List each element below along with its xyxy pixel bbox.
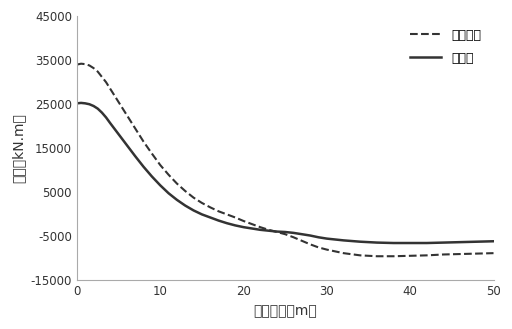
传统方法 — [257, 225, 263, 229]
新方法 — [199, 213, 205, 216]
传统方法 — [99, 75, 105, 79]
传统方法 — [149, 152, 155, 156]
新方法 — [424, 241, 430, 245]
新方法 — [474, 240, 480, 244]
新方法 — [241, 225, 247, 229]
新方法 — [103, 115, 109, 119]
传统方法 — [182, 189, 188, 193]
传统方法 — [78, 62, 84, 66]
传统方法 — [165, 173, 172, 177]
传统方法 — [307, 242, 313, 246]
新方法 — [182, 204, 188, 208]
传统方法 — [357, 253, 364, 257]
新方法 — [391, 241, 397, 245]
新方法 — [282, 230, 288, 234]
传统方法 — [315, 245, 322, 249]
新方法 — [116, 132, 122, 136]
新方法 — [357, 240, 364, 244]
传统方法 — [199, 201, 205, 205]
传统方法 — [116, 100, 122, 104]
传统方法 — [282, 232, 288, 236]
新方法 — [207, 215, 214, 219]
新方法 — [95, 107, 101, 111]
传统方法 — [249, 222, 255, 226]
新方法 — [265, 229, 271, 233]
传统方法 — [457, 252, 463, 256]
新方法 — [274, 230, 280, 234]
传统方法 — [190, 196, 197, 200]
传统方法 — [265, 228, 271, 232]
传统方法 — [174, 182, 180, 186]
传统方法 — [74, 63, 80, 66]
新方法 — [407, 241, 413, 245]
新方法 — [82, 101, 88, 105]
新方法 — [232, 223, 238, 227]
传统方法 — [107, 87, 113, 91]
新方法 — [307, 234, 313, 238]
新方法 — [224, 221, 230, 225]
新方法 — [374, 240, 380, 244]
Legend: 传统方法, 新方法: 传统方法, 新方法 — [403, 22, 487, 71]
传统方法 — [140, 140, 146, 144]
X-axis label: 纵向距离（m）: 纵向距离（m） — [253, 304, 317, 318]
新方法 — [74, 101, 80, 105]
传统方法 — [82, 62, 88, 66]
新方法 — [249, 226, 255, 230]
传统方法 — [407, 254, 413, 258]
新方法 — [315, 235, 322, 239]
新方法 — [290, 231, 296, 235]
传统方法 — [216, 209, 222, 213]
传统方法 — [87, 63, 93, 67]
新方法 — [87, 102, 93, 106]
传统方法 — [207, 205, 214, 209]
新方法 — [149, 174, 155, 178]
新方法 — [190, 209, 197, 213]
传统方法 — [474, 252, 480, 256]
传统方法 — [391, 254, 397, 258]
新方法 — [490, 239, 497, 243]
新方法 — [340, 239, 347, 242]
传统方法 — [340, 251, 347, 255]
Y-axis label: 弯矩（kN.m）: 弯矩（kN.m） — [11, 114, 25, 183]
Line: 传统方法: 传统方法 — [77, 64, 494, 256]
新方法 — [216, 218, 222, 222]
传统方法 — [490, 251, 497, 255]
传统方法 — [224, 213, 230, 216]
新方法 — [91, 104, 97, 108]
传统方法 — [290, 235, 296, 239]
新方法 — [440, 240, 446, 244]
新方法 — [78, 101, 84, 105]
新方法 — [257, 228, 263, 232]
传统方法 — [374, 254, 380, 258]
新方法 — [324, 237, 330, 240]
传统方法 — [95, 70, 101, 74]
新方法 — [107, 121, 113, 125]
新方法 — [124, 143, 130, 147]
传统方法 — [274, 230, 280, 234]
传统方法 — [324, 248, 330, 252]
新方法 — [140, 165, 146, 169]
传统方法 — [91, 66, 97, 70]
传统方法 — [424, 253, 430, 257]
传统方法 — [157, 163, 163, 167]
新方法 — [132, 154, 138, 158]
传统方法 — [440, 252, 446, 256]
Line: 新方法: 新方法 — [77, 103, 494, 243]
传统方法 — [299, 239, 305, 243]
新方法 — [157, 183, 163, 187]
新方法 — [165, 191, 172, 195]
新方法 — [299, 232, 305, 236]
新方法 — [174, 198, 180, 202]
新方法 — [99, 111, 105, 114]
传统方法 — [132, 126, 138, 130]
传统方法 — [241, 219, 247, 223]
传统方法 — [103, 80, 109, 84]
传统方法 — [232, 215, 238, 219]
新方法 — [457, 240, 463, 244]
传统方法 — [124, 113, 130, 117]
